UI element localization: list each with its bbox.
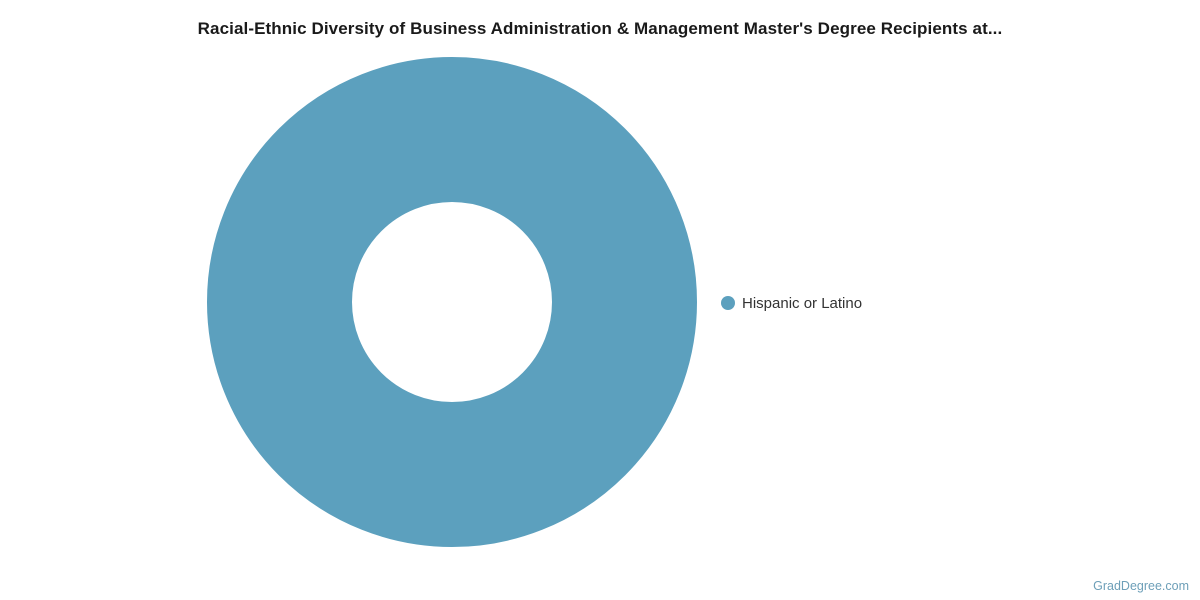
- watermark-link[interactable]: GradDegree.com: [1093, 579, 1189, 593]
- legend: Hispanic or Latino: [721, 292, 862, 314]
- legend-label: Hispanic or Latino: [742, 294, 863, 312]
- legend-item: Hispanic or Latino: [721, 292, 862, 314]
- legend-marker-icon: [721, 296, 735, 310]
- donut-slice-hispanic-or-latino[interactable]: [207, 57, 697, 547]
- chart-title: Racial-Ethnic Diversity of Business Admi…: [197, 19, 1003, 38]
